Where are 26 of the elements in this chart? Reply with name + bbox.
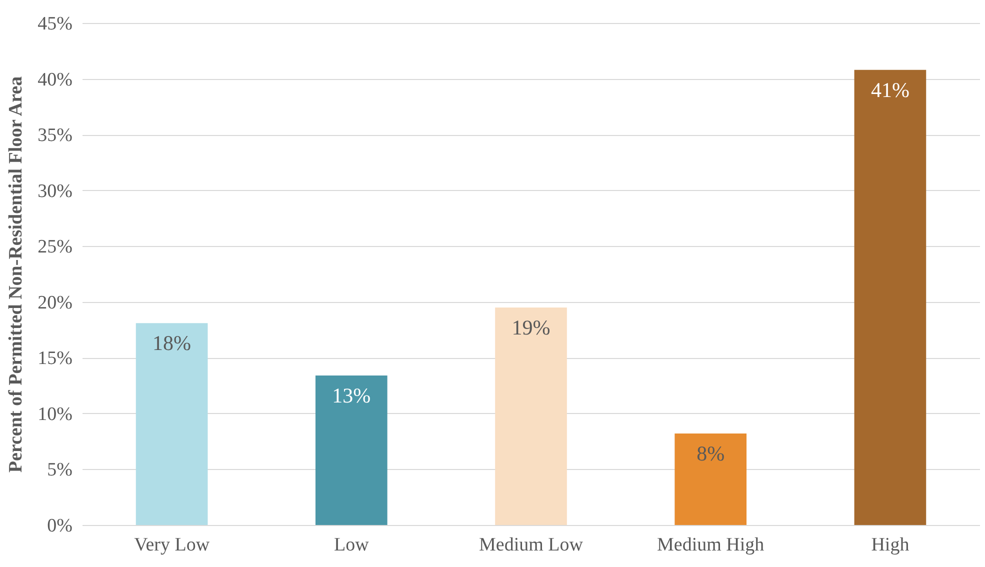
y-tick-label: 5% [47,460,73,481]
bar [495,307,567,525]
x-tick-label: Very Low [134,534,210,556]
y-tick-label: 25% [38,236,73,258]
bar [854,70,926,525]
y-tick-label: 45% [38,14,73,34]
x-tick-label: Medium High [657,534,765,556]
x-tick-label: High [871,534,910,556]
y-tick-label: 10% [38,404,73,425]
y-axis-title: Percent of Permitted Non-Residential Floor Area [6,76,27,473]
data-label: 8% [696,442,725,466]
data-label: 18% [152,331,192,356]
y-tick-label: 15% [38,348,73,370]
x-tick-label: Low [334,534,370,556]
bar [674,434,747,525]
y-tick-label: 40% [38,69,73,90]
y-tick-label: 35% [38,125,73,146]
bar [315,376,388,525]
data-label: 41% [870,78,910,102]
y-tick-label: 0% [47,516,73,536]
bar [136,323,208,525]
y-tick-label: 20% [38,292,73,314]
data-label: 19% [512,315,550,340]
data-label: 13% [332,384,371,408]
y-tick-label: 30% [38,180,73,202]
x-tick-label: Medium Low [479,534,584,556]
